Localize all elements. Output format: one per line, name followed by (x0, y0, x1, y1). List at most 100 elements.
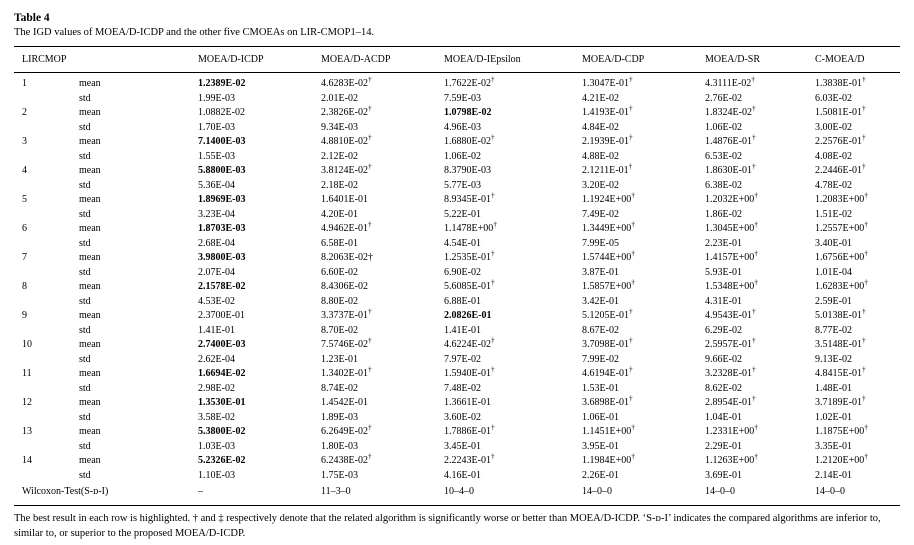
dagger-marker: † (754, 248, 758, 258)
stat-label-cell: std (79, 469, 91, 481)
value-cell: 4.88E-02 (582, 150, 619, 162)
stat-label-cell: mean (79, 281, 101, 292)
value-cell: 3.3737E-01† (321, 306, 372, 321)
problem-id-cell (14, 382, 79, 397)
dagger-marker: † (754, 219, 758, 229)
dagger-marker: † (861, 335, 866, 345)
value-cell: 1.6401E-01 (321, 194, 368, 205)
value-cell: 6.60E-02 (321, 266, 358, 278)
dagger-marker: † (490, 74, 495, 84)
dagger-marker: † (861, 161, 866, 171)
table-row: 14 mean 5.2326E-02 6.2438E-02† 2.2243E-01† 1.… (14, 451, 900, 469)
value-cell: 3.35E-01 (815, 440, 852, 452)
value-cell: 3.58E-02 (198, 411, 235, 423)
value-cell: 4.53E-02 (198, 295, 235, 307)
value-cell: 1.41E-01 (444, 324, 481, 336)
stat-label-cell: std (79, 295, 91, 307)
value-cell: 1.3047E-01† (582, 74, 633, 89)
table-row: 10 mean 2.7400E-03 7.5746E-02† 4.6224E-02† 3.… (14, 335, 900, 353)
value-cell: 2.01E-02 (321, 92, 358, 104)
dagger-marker: † (367, 103, 372, 113)
value-cell: 1.1924E+00† (582, 190, 635, 205)
dagger-marker: † (367, 132, 372, 142)
value-cell: 4.3111E-02† (705, 74, 755, 89)
dagger-marker: † (751, 393, 756, 403)
value-cell: 1.75E-03 (321, 469, 358, 481)
value-cell: 6.58E-01 (321, 237, 358, 249)
value-cell: 1.7622E-02† (444, 74, 495, 89)
table-caption: The IGD values of MOEA/D-ICDP and the ot… (14, 27, 375, 38)
value-cell: 3.45E-01 (444, 440, 481, 452)
table-row: 5 mean 1.8969E-03 1.6401E-01 8.9345E-01† 1.19… (14, 190, 900, 208)
value-cell: 1.02E-01 (815, 411, 852, 423)
table-row: std 4.53E-02 8.80E-02 6.88E-01 3.42E-01 4.31E… (14, 295, 900, 310)
value-cell: 1.53E-01 (582, 382, 619, 394)
table-row: 12 mean 1.3530E-01 1.4542E-01 1.3661E-01 3.68… (14, 393, 900, 411)
value-cell: 1.6756E+00† (815, 248, 868, 263)
dagger-marker: † (631, 277, 635, 287)
value-cell: 3.2328E-01† (705, 364, 756, 379)
value-cell: 1.4876E-01† (705, 132, 756, 147)
value-cell: 3.20E-02 (582, 179, 619, 191)
value-cell: 6.38E-02 (705, 179, 742, 191)
dagger-marker: † (861, 393, 866, 403)
value-cell: 3.8124E-02† (321, 161, 372, 176)
problem-id-cell: 10 (22, 339, 32, 350)
value-cell: 2.1939E-01† (582, 132, 633, 147)
value-cell: 2.62E-04 (198, 353, 235, 365)
value-cell: 2.29E-01 (705, 440, 742, 452)
problem-id-cell (14, 237, 79, 252)
value-cell: 4.84E-02 (582, 121, 619, 133)
problem-id-cell (14, 469, 79, 484)
value-cell: 4.8415E-01† (815, 364, 866, 379)
problem-id-cell (14, 150, 79, 165)
value-cell: 9.34E-03 (321, 121, 358, 133)
value-cell: 3.87E-01 (582, 266, 619, 278)
dagger-marker: † (367, 161, 372, 171)
value-cell: 2.1578E-02 (198, 281, 246, 292)
value-cell: 8.9345E-01† (444, 190, 495, 205)
table-header: LIRCMOP MOEA/D-ICDP MOEA/D-ACDP MOEA/D-IEps… (14, 46, 900, 73)
value-cell: 8.2063E-02† (321, 252, 373, 263)
column-header: MOEA/D-IEpsilon (444, 46, 582, 73)
problem-id-cell: 6 (22, 223, 27, 234)
stat-label-cell: mean (79, 107, 101, 118)
dagger-marker: † (751, 74, 755, 84)
value-cell: 3.69E-01 (705, 469, 742, 481)
dagger-marker: † (490, 190, 495, 200)
dagger-marker: † (493, 219, 497, 229)
dagger-marker: † (751, 306, 756, 316)
value-cell: 2.2243E-01† (444, 451, 495, 466)
stat-label-cell: mean (79, 165, 101, 176)
value-cell: 4.20E-01 (321, 208, 358, 220)
dagger-marker: † (751, 103, 756, 113)
value-cell: 3.23E-04 (198, 208, 235, 220)
value-cell: 4.16E-01 (444, 469, 481, 481)
value-cell: 8.67E-02 (582, 324, 619, 336)
problem-id-cell: 13 (22, 426, 32, 437)
problem-id-cell (14, 324, 79, 339)
value-cell: 1.5348E+00† (705, 277, 758, 292)
value-cell: 5.77E-03 (444, 179, 481, 191)
value-cell: 3.7189E-01† (815, 393, 866, 408)
table-label: Table 4 (14, 12, 50, 24)
value-cell: 4.08E-02 (815, 150, 852, 162)
value-cell: 1.86E-02 (705, 208, 742, 220)
stat-label-cell: std (79, 237, 91, 249)
table-row: 1 mean 1.2389E-02 4.6283E-02† 1.7622E-02† 1.3… (14, 73, 900, 92)
value-cell: 7.49E-02 (582, 208, 619, 220)
problem-id-cell: 4 (22, 165, 27, 176)
problem-id-cell: 9 (22, 310, 27, 321)
igd-results-table: LIRCMOP MOEA/D-ICDP MOEA/D-ACDP MOEA/D-IEps… (14, 46, 900, 506)
value-cell: 5.22E-01 (444, 208, 481, 220)
value-cell: 3.5148E-01† (815, 335, 866, 350)
dagger-marker: † (490, 277, 495, 287)
value-cell: 1.1984E+00† (582, 451, 635, 466)
value-cell: 1.1263E+00† (705, 451, 758, 466)
value-cell: 1.51E-02 (815, 208, 852, 220)
dagger-marker: † (861, 103, 866, 113)
table-row: std 3.23E-04 4.20E-01 5.22E-01 7.49E-02 1.86E… (14, 208, 900, 223)
value-cell: 5.93E-01 (705, 266, 742, 278)
table-row: std 2.62E-04 1.23E-01 7.97E-02 7.99E-02 9.66E… (14, 353, 900, 368)
value-cell: 1.5940E-01† (444, 364, 495, 379)
